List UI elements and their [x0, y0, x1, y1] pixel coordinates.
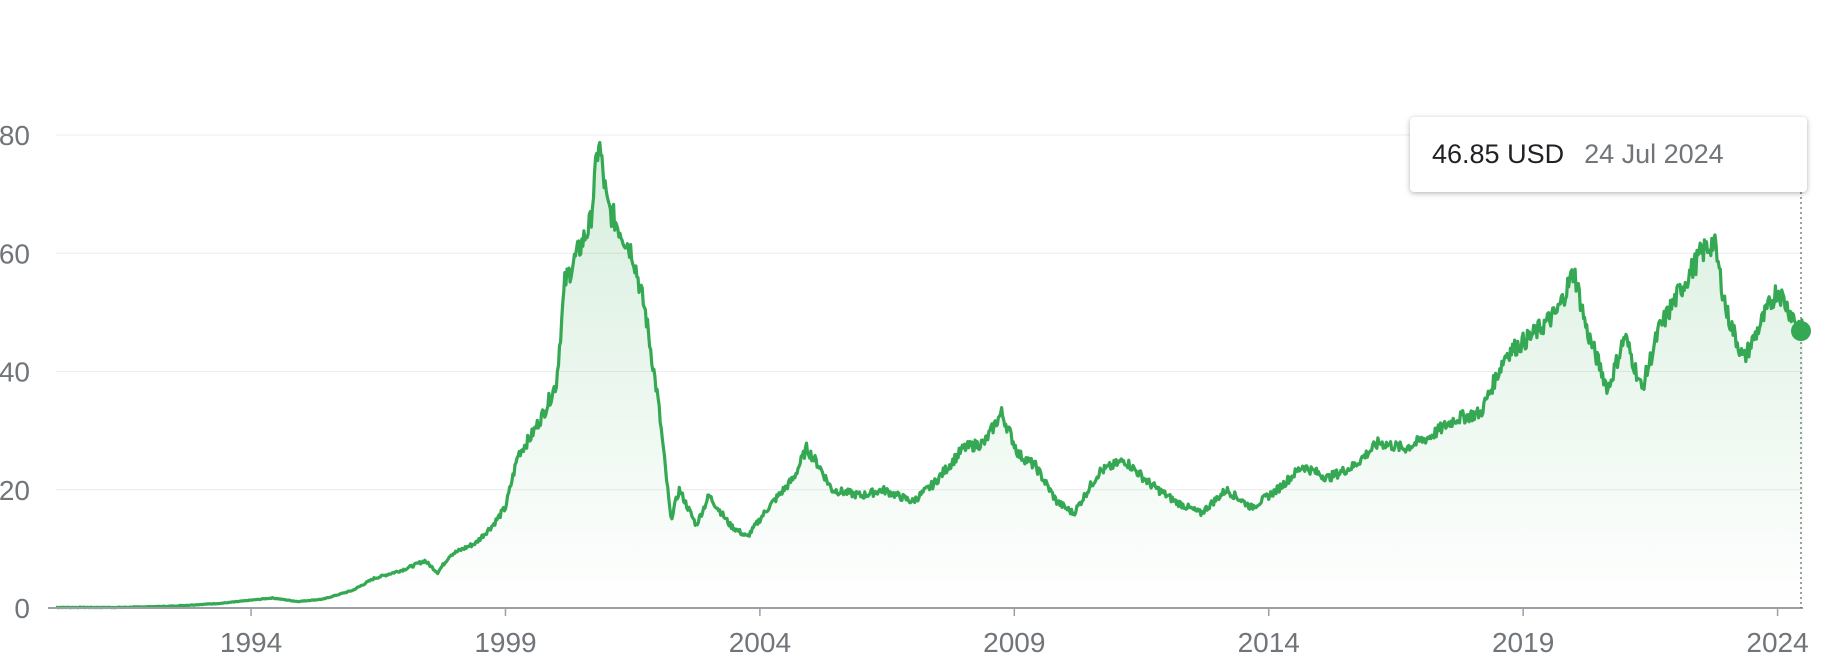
x-tick-label-1999: 1999 [474, 627, 536, 658]
x-tick-label-2019: 2019 [1492, 627, 1554, 658]
price-tooltip: 46.85 USD 24 Jul 2024 [1410, 117, 1807, 192]
x-tick-label-2014: 2014 [1238, 627, 1300, 658]
y-axis-tick-labels: 0 20 40 60 80 [0, 120, 30, 624]
tooltip-price-value: 46.85 USD [1432, 139, 1565, 169]
y-tick-label-0: 0 [14, 593, 30, 624]
x-tick-label-2009: 2009 [983, 627, 1045, 658]
x-tick-label-2024: 2024 [1746, 627, 1808, 658]
x-axis-tick-labels: 1994 1999 2004 2009 2014 2019 2024 [220, 608, 1809, 658]
y-tick-label-20: 20 [0, 475, 30, 506]
price-area-fill [56, 142, 1803, 608]
hover-point[interactable] [1791, 320, 1811, 341]
x-tick-label-2004: 2004 [729, 627, 791, 658]
y-tick-label-80: 80 [0, 120, 30, 151]
price-line [55, 140, 1805, 610]
y-tick-label-60: 60 [0, 238, 30, 269]
price-area [56, 142, 1803, 608]
price-series-line [55, 140, 1805, 610]
x-tick-label-1994: 1994 [220, 627, 282, 658]
tooltip-date: 24 Jul 2024 [1584, 139, 1724, 169]
y-tick-label-40: 40 [0, 357, 30, 388]
